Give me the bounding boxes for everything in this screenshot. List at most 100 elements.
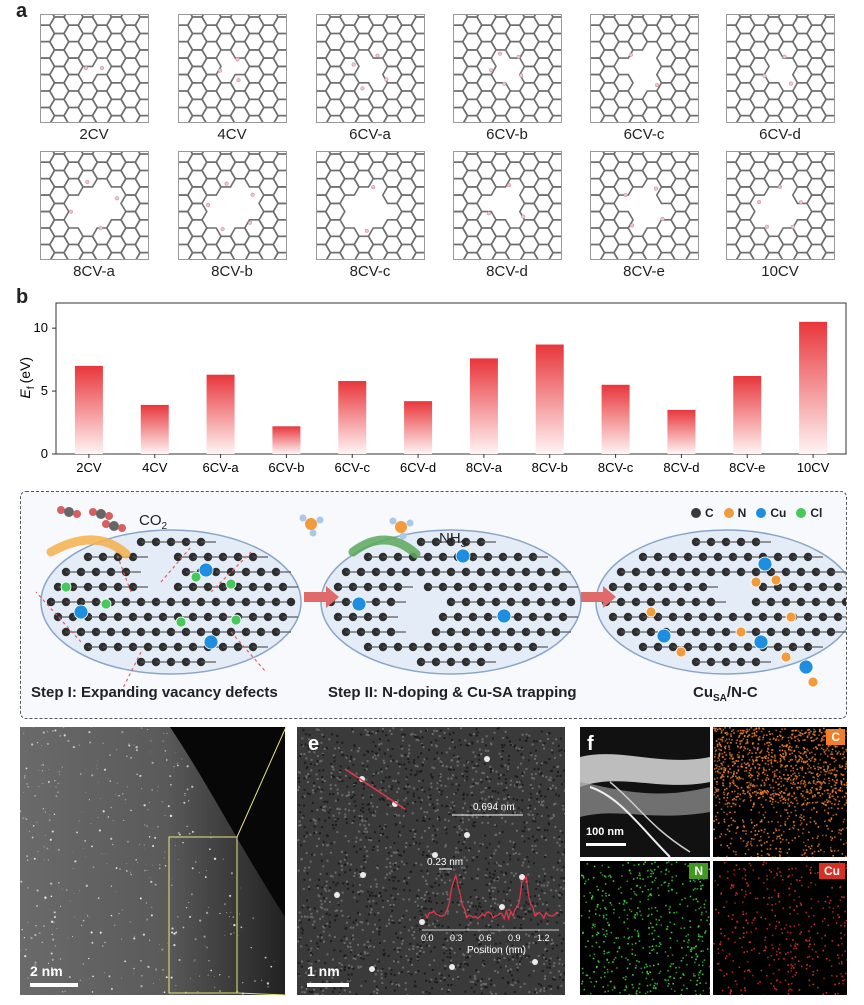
structure-label: 6CV-b [486,126,528,143]
single-atom [499,904,505,910]
bar [469,358,498,454]
dopant-atom [645,606,657,618]
y-tick-label: 5 [41,383,48,398]
carbon-atom [521,627,531,637]
carbon-atom [521,597,531,607]
structure-thumb [726,14,835,123]
profile-tick-label: 0.9 [508,933,521,943]
carbon-atom [506,597,516,607]
product-label: CuSA/N-C [693,684,758,704]
dopant-atom [60,581,72,593]
structure-thumb [453,151,562,260]
escape-arrow [160,546,192,583]
stem-image-e: 0.694 nm 0.23 nm Position (nm) 0.0 0.3 0.6… [297,727,565,995]
step2-label: Step II: N-doping & Cu-SA trapping [328,684,577,701]
reaction-arrow [46,535,131,559]
structure-label: 8CV-e [623,263,665,280]
structure-label: 8CV-d [486,263,528,280]
dopant-atom [175,616,187,628]
dopant-atom [735,626,747,638]
dopant-atom [203,634,219,650]
map-label-c: C [826,729,845,745]
escape-arrow [35,591,82,643]
dopant-atom [198,562,214,578]
dopant-atom [230,614,242,626]
dopant-atom [225,578,237,590]
x-tick-label: 8CV-e [729,460,765,475]
structure-thumb [590,151,699,260]
profile-tick-label: 1.2 [537,933,550,943]
bar [74,365,103,454]
legend-item: Cl [796,506,822,520]
escape-arrow [230,631,267,673]
carbon-atom [513,552,523,562]
panel-e-letter: e [308,733,320,755]
single-atom [464,832,470,838]
structure-label: 2CV [79,126,109,143]
scale-label-f: 100 nm [586,826,624,838]
synthesis-scheme: CO2 NH3 C N Cu Cl Step I: Expanding vacancy… [20,491,857,719]
zoom-box [168,836,238,994]
single-atom [432,852,438,858]
dopant-atom [455,548,471,564]
bar [272,426,301,454]
structure-thumb [726,151,835,260]
single-atom [449,964,455,970]
carbon-atom [513,642,523,652]
bar [404,401,433,454]
map-label-cu: Cu [819,863,845,879]
bar [667,409,696,454]
dopant-atom [656,628,672,644]
structure-label: 8CV-a [73,263,115,280]
scheme-illustration [35,506,857,693]
formation-energy-chart: 0 5 10 2CV 4CV 6CV-a 6CV-b 6CV-c 6CV-d 8CV-a 8CV-b… [17,302,847,475]
x-tick-label: 6CV-a [203,460,240,475]
scale-bar-e [307,983,349,987]
y-axis-label: Ef(eV) [17,357,37,399]
x-tick-label: 6CV-d [400,460,436,475]
carbon-atom [566,597,576,607]
x-tick-label: 10CV [797,460,830,475]
panel-f-letter: f [587,733,594,755]
structure-thumb [316,151,425,260]
step1-label: Step I: Expanding vacancy defects [31,684,278,701]
profile-tick-label: 0.3 [450,933,463,943]
y-tick-label: 0 [41,446,48,461]
scale-label-e: 1 nm [307,963,340,979]
profile-line [344,768,406,810]
map-label-n: N [689,863,708,879]
dopant-atom [73,604,89,620]
y-tick-label: 10 [34,320,48,335]
legend-item: Cu [756,506,786,520]
single-atom [519,874,525,880]
structure-thumb [178,151,287,260]
structure-thumb [40,151,149,260]
co2-label: CO2 [139,512,168,532]
bar [601,384,630,454]
panel-a-letter: a [16,0,28,22]
carbon-atom [506,627,516,637]
intensity-profile [424,873,558,922]
bar [338,381,367,454]
legend-item: C [691,506,714,520]
step-arrow [304,586,339,608]
structure-label: 6CV-c [623,126,665,143]
carbon-atom [513,612,523,622]
scale-bar-d [30,983,78,987]
x-tick-label: 8CV-d [663,460,699,475]
panel-b-letter: b [16,286,29,308]
scale-bar-f [586,843,626,846]
dopant-atom [351,596,367,612]
structure-thumb [178,14,287,123]
carbon-atom [521,567,531,577]
bar [733,375,762,454]
profile-xlabel: Position (nm) [467,945,526,956]
atom-legend: C N Cu Cl [691,506,822,520]
dopant-atom [753,634,769,650]
x-tick-label: 4CV [142,460,168,475]
single-atom [369,966,375,972]
bar [799,321,828,454]
plot-frame [55,302,847,455]
legend-item: N [723,506,746,520]
eds-map-n: N [580,861,710,995]
